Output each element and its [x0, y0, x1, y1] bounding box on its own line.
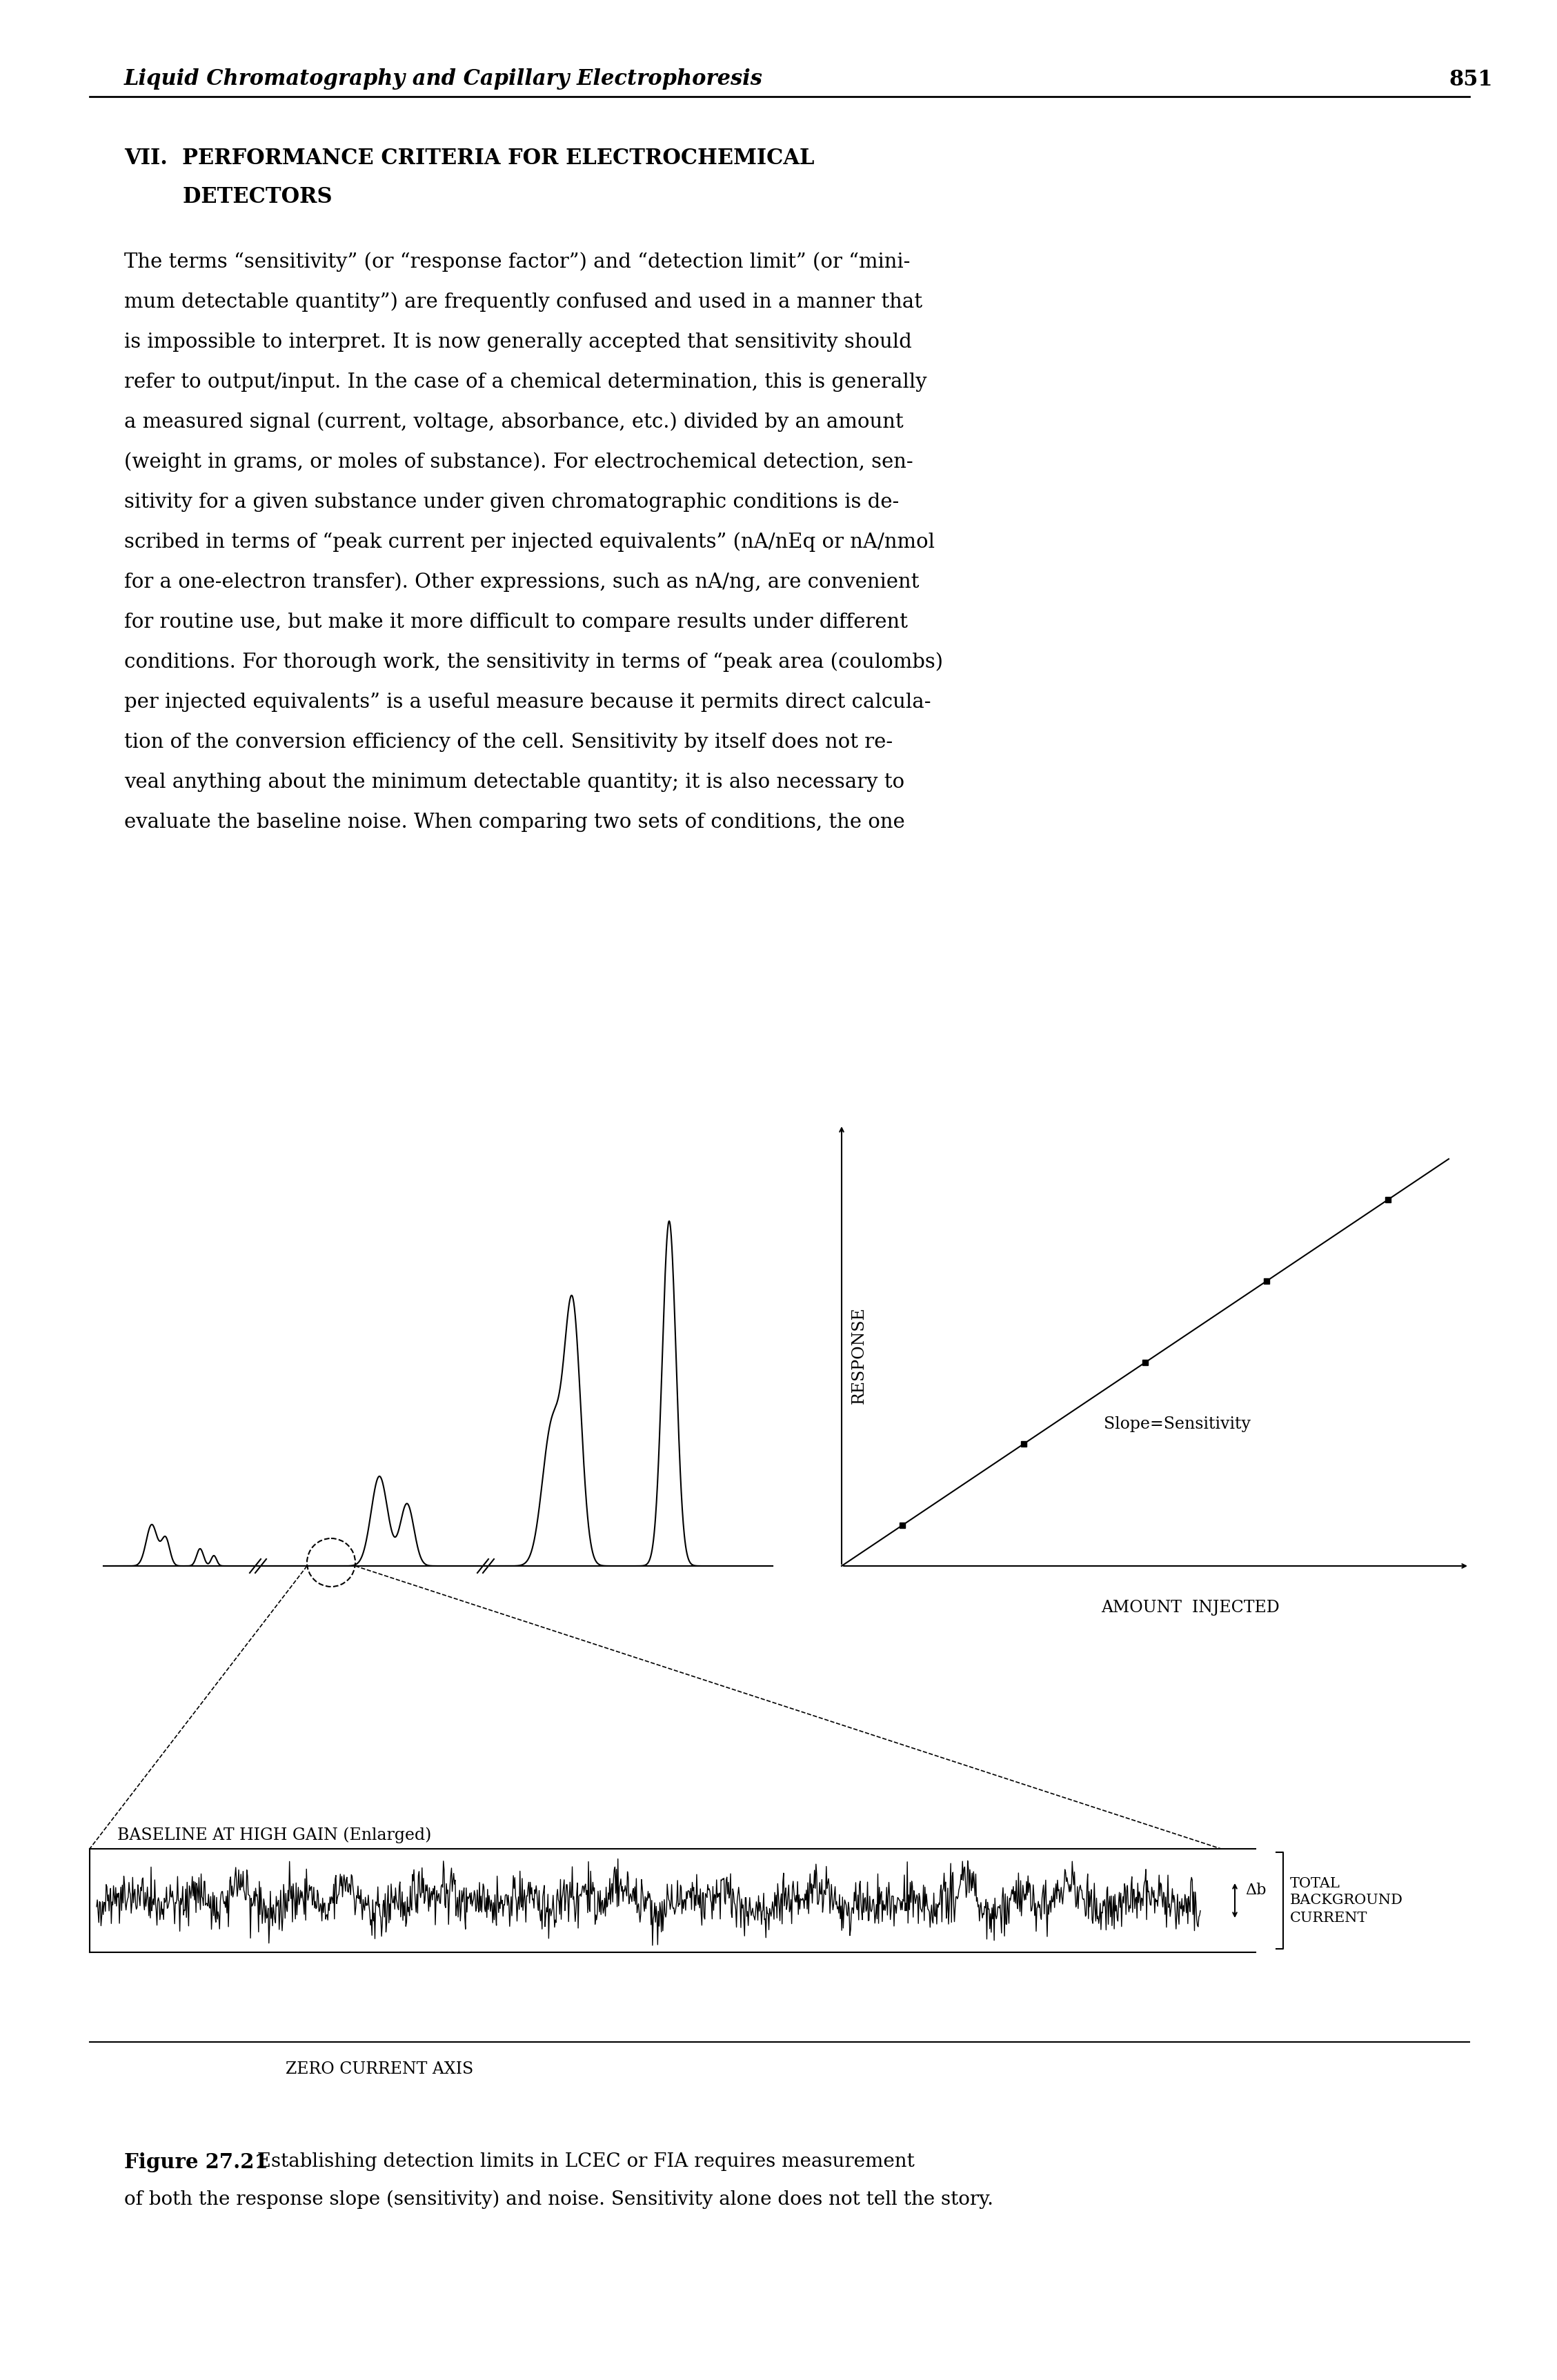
Text: Δb: Δb — [1246, 1883, 1266, 1897]
Text: for a one-electron transfer). Other expressions, such as nA/ng, are convenient: for a one-electron transfer). Other expr… — [125, 571, 919, 593]
Text: ZERO CURRENT AXIS: ZERO CURRENT AXIS — [285, 2061, 473, 2078]
Text: 851: 851 — [1448, 69, 1493, 90]
Text: RESPONSE: RESPONSE — [852, 1307, 867, 1404]
Text: of both the response slope (sensitivity) and noise. Sensitivity alone does not t: of both the response slope (sensitivity)… — [125, 2190, 993, 2209]
Text: sitivity for a given substance under given chromatographic conditions is de-: sitivity for a given substance under giv… — [125, 493, 898, 512]
Text: per injected equivalents” is a useful measure because it permits direct calcula-: per injected equivalents” is a useful me… — [125, 693, 931, 712]
Text: BASELINE AT HIGH GAIN (Enlarged): BASELINE AT HIGH GAIN (Enlarged) — [117, 1828, 431, 1842]
Text: DETECTORS: DETECTORS — [125, 186, 332, 207]
Text: for routine use, but make it more difficult to compare results under different: for routine use, but make it more diffic… — [125, 612, 908, 633]
Text: AMOUNT  INJECTED: AMOUNT INJECTED — [1101, 1599, 1280, 1616]
Text: conditions. For thorough work, the sensitivity in terms of “peak area (coulombs): conditions. For thorough work, the sensi… — [125, 652, 944, 671]
Text: The terms “sensitivity” (or “response factor”) and “detection limit” (or “mini-: The terms “sensitivity” (or “response fa… — [125, 252, 911, 271]
Text: mum detectable quantity”) are frequently confused and used in a manner that: mum detectable quantity”) are frequently… — [125, 293, 922, 312]
Text: Establishing detection limits in LCEC or FIA requires measurement: Establishing detection limits in LCEC or… — [244, 2152, 914, 2171]
Text: VII.  PERFORMANCE CRITERIA FOR ELECTROCHEMICAL: VII. PERFORMANCE CRITERIA FOR ELECTROCHE… — [125, 148, 814, 169]
Text: Figure 27.21: Figure 27.21 — [125, 2152, 268, 2173]
Text: Slope=Sensitivity: Slope=Sensitivity — [1104, 1416, 1250, 1433]
Text: TOTAL
BACKGROUND
CURRENT: TOTAL BACKGROUND CURRENT — [1291, 1878, 1403, 1925]
Text: Liquid Chromatography and Capillary Electrophoresis: Liquid Chromatography and Capillary Elec… — [125, 69, 763, 90]
Text: tion of the conversion efficiency of the cell. Sensitivity by itself does not re: tion of the conversion efficiency of the… — [125, 733, 892, 752]
Text: (weight in grams, or moles of substance). For electrochemical detection, sen-: (weight in grams, or moles of substance)… — [125, 452, 912, 471]
Text: refer to output/input. In the case of a chemical determination, this is generall: refer to output/input. In the case of a … — [125, 374, 926, 393]
Text: scribed in terms of “peak current per injected equivalents” (nA/nEq or nA/nmol: scribed in terms of “peak current per in… — [125, 533, 934, 552]
Text: is impossible to interpret. It is now generally accepted that sensitivity should: is impossible to interpret. It is now ge… — [125, 333, 912, 352]
Text: veal anything about the minimum detectable quantity; it is also necessary to: veal anything about the minimum detectab… — [125, 774, 905, 793]
Text: evaluate the baseline noise. When comparing two sets of conditions, the one: evaluate the baseline noise. When compar… — [125, 812, 905, 833]
Text: a measured signal (current, voltage, absorbance, etc.) divided by an amount: a measured signal (current, voltage, abs… — [125, 412, 903, 433]
